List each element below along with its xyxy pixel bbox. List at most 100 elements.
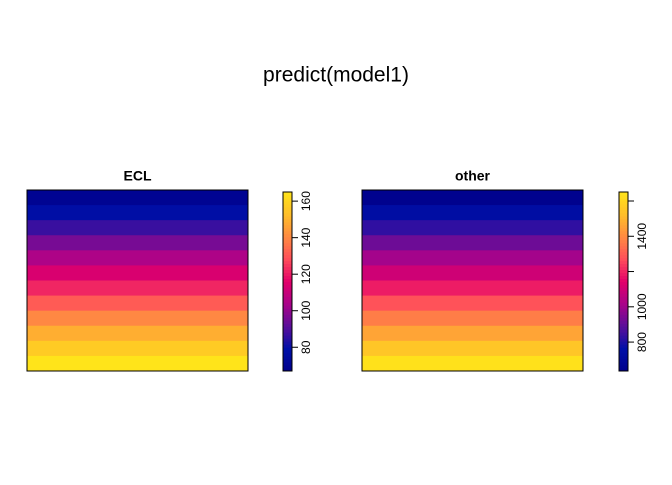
colorbar-tick-label: 100 [299, 300, 313, 320]
colorbar-swatch [619, 269, 628, 274]
colorbar-swatch [283, 344, 292, 348]
colorbar-swatch [619, 317, 628, 321]
colorbar-swatch [283, 203, 292, 208]
raster-row [27, 220, 248, 236]
colorbar-swatch [619, 192, 628, 196]
colorbar-tick-label: 80 [299, 340, 313, 354]
colorbar-swatch [619, 275, 628, 280]
colorbar-swatch [283, 233, 292, 238]
colorbar-swatch [283, 305, 292, 309]
panel-title: other [455, 168, 491, 184]
colorbar-swatch [283, 230, 292, 235]
colorbar-swatch [283, 314, 292, 318]
colorbar-swatch [619, 200, 628, 205]
colorbar-swatch [619, 335, 628, 339]
colorbar-swatch [619, 263, 628, 268]
colorbar-swatch [619, 209, 628, 214]
colorbar-swatch [283, 212, 292, 217]
colorbar-swatch [283, 320, 292, 324]
colorbar-swatch [283, 242, 292, 247]
colorbar-swatch [283, 248, 292, 253]
colorbar-swatch [283, 317, 292, 321]
colorbar-swatch [283, 192, 292, 196]
colorbar-swatch [619, 284, 628, 288]
colorbar-swatch [619, 257, 628, 262]
colorbar-swatch [283, 209, 292, 214]
colorbar-swatch [283, 302, 292, 306]
colorbar-tick-label: 1400 [635, 223, 649, 250]
raster-row [362, 295, 583, 312]
colorbar-swatch [619, 347, 628, 351]
raster-row [27, 355, 248, 372]
colorbar-swatch [619, 338, 628, 342]
colorbar-swatch [619, 272, 628, 277]
colorbar-swatch [619, 296, 628, 300]
colorbar-tick-label: 120 [299, 264, 313, 284]
colorbar-swatch [283, 323, 292, 327]
colorbar-swatch [283, 221, 292, 226]
colorbar-swatch [283, 368, 292, 372]
raster-row [362, 190, 583, 206]
colorbar-swatch [283, 296, 292, 300]
colorbar-swatch [283, 275, 292, 280]
colorbar-swatch [619, 362, 628, 366]
raster-row [27, 235, 248, 251]
colorbar-swatch [283, 329, 292, 333]
plot-frame [26, 189, 249, 372]
colorbar-swatch [619, 266, 628, 271]
colorbar-swatch [619, 248, 628, 253]
colorbar-swatch [619, 227, 628, 232]
colorbar-tick-label: 140 [299, 227, 313, 247]
colorbar-swatch [619, 299, 628, 303]
colorbar-swatch [619, 353, 628, 357]
colorbar-swatch [283, 245, 292, 250]
colorbar-swatch [283, 290, 292, 294]
colorbar-swatch [619, 344, 628, 348]
colorbar-swatch [283, 311, 292, 315]
colorbar-swatch [619, 350, 628, 354]
colorbar-swatch [283, 356, 292, 360]
panel-title: ECL [124, 168, 152, 184]
colorbar-swatch [619, 251, 628, 256]
raster-row [362, 250, 583, 266]
colorbar-swatch [283, 362, 292, 366]
colorbar-tick-label: 1000 [635, 293, 649, 320]
colorbar-swatch [283, 197, 292, 202]
colorbar-swatch [283, 218, 292, 223]
colorbar-swatch [283, 281, 292, 285]
colorbar-swatch [619, 281, 628, 285]
colorbar-swatch [283, 338, 292, 342]
colorbar-swatch [619, 365, 628, 369]
colorbar-swatch [619, 233, 628, 238]
colorbar-swatch [619, 359, 628, 363]
colorbar-swatch [283, 332, 292, 336]
colorbar-swatch [619, 242, 628, 247]
colorbar-tick-label: 160 [299, 191, 313, 211]
colorbar-swatch [283, 326, 292, 330]
colorbar-swatch [619, 356, 628, 360]
colorbar-swatch [283, 341, 292, 345]
raster-row [27, 310, 248, 327]
raster-row [362, 205, 583, 221]
colorbar-swatch [619, 305, 628, 309]
colorbar-swatch [619, 368, 628, 372]
colorbar-frame [618, 191, 629, 372]
raster-row [27, 205, 248, 221]
colorbar-swatch [619, 323, 628, 327]
raster-row [27, 325, 248, 342]
colorbar-swatch [283, 227, 292, 232]
raster-row [362, 265, 583, 281]
colorbar-swatch [619, 230, 628, 235]
colorbar-swatch [283, 287, 292, 291]
colorbar-swatch [619, 215, 628, 220]
colorbar-swatch [283, 260, 292, 265]
colorbar-swatch [619, 278, 628, 282]
colorbar-swatch [283, 251, 292, 256]
colorbar-swatch [283, 350, 292, 354]
colorbar-swatch [283, 308, 292, 312]
raster-row [362, 355, 583, 372]
colorbar-swatch [283, 254, 292, 259]
colorbar-swatch [283, 359, 292, 363]
colorbar-swatch [619, 221, 628, 226]
